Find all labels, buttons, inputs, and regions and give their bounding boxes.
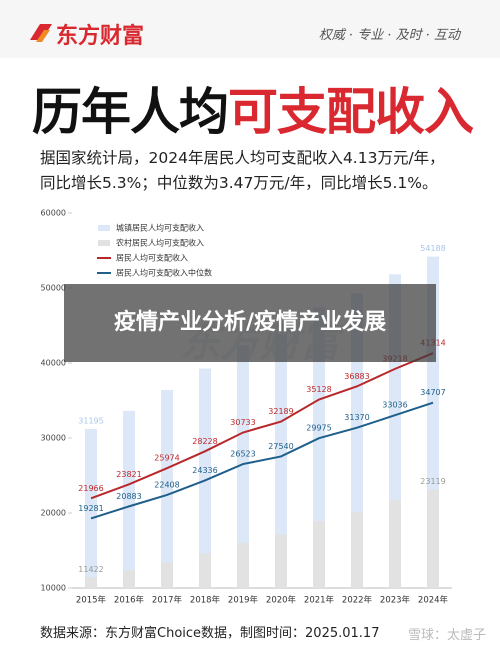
x-tick-label: 2022年 bbox=[342, 595, 373, 606]
bar bbox=[427, 489, 439, 588]
x-tick-label: 2019年 bbox=[228, 595, 259, 606]
source: 数据来源：东方财富Choice数据，制图时间：2025.01.17 bbox=[40, 626, 380, 641]
title-part: 可支配收入 bbox=[228, 83, 474, 141]
description: 据国家统计局，2024年居民人均可支配收入4.13万元/年， 同比增长5.3%；中… bbox=[40, 146, 445, 196]
data-label: 28228 bbox=[192, 437, 217, 446]
legend-label: 农村居民人均可支配收入 bbox=[116, 238, 204, 248]
bar bbox=[351, 512, 363, 588]
bar bbox=[199, 368, 211, 588]
legend-swatch bbox=[98, 240, 110, 246]
bar bbox=[313, 307, 325, 588]
bar bbox=[85, 429, 97, 588]
line bbox=[90, 352, 434, 500]
data-label: 19281 bbox=[78, 504, 103, 513]
y-tick-label: 30000 bbox=[41, 434, 66, 443]
credit: 雪球：太虚子 bbox=[407, 628, 486, 643]
legend-label: 居民人均可支配收入 bbox=[116, 253, 188, 263]
title-part: 历年人均 bbox=[32, 83, 229, 141]
bar bbox=[85, 577, 97, 588]
x-tick-label: 2015年 bbox=[76, 595, 107, 606]
data-label: 11422 bbox=[78, 565, 103, 574]
overlay: 疫情产业分析/疫情产业发展 bbox=[64, 284, 436, 362]
bar bbox=[275, 534, 287, 588]
description-line: 同比增长5.3%；中位数为3.47万元/年，同比增长5.1%。 bbox=[40, 174, 438, 192]
data-label: 21966 bbox=[78, 484, 103, 493]
y-tick-label: 60000 bbox=[41, 209, 66, 218]
bar bbox=[237, 345, 249, 588]
data-label: 23821 bbox=[116, 470, 141, 479]
x-tick-label: 2021年 bbox=[304, 595, 335, 606]
x-tick-label: 2018年 bbox=[190, 595, 221, 606]
legend-swatch bbox=[98, 225, 110, 231]
x-tick-label: 2016年 bbox=[114, 595, 145, 606]
data-label: 20883 bbox=[116, 492, 141, 501]
title: 历年人均可支配收入 bbox=[32, 72, 474, 144]
legend-label: 居民人均可支配收入中位数 bbox=[116, 268, 212, 278]
data-label: 26523 bbox=[230, 450, 255, 459]
data-label: 29975 bbox=[306, 424, 331, 433]
data-label: 32189 bbox=[268, 407, 293, 416]
y-tick-label: 20000 bbox=[41, 509, 66, 518]
logo-text: 东方财富 bbox=[56, 24, 145, 49]
overlay-text: 疫情产业分析/疫情产业发展 bbox=[113, 310, 387, 335]
bar bbox=[161, 390, 173, 588]
data-label: 31370 bbox=[344, 413, 369, 422]
legend-label: 城镇居民人均可支配收入 bbox=[116, 223, 204, 233]
bar bbox=[199, 553, 211, 588]
description-line: 据国家统计局，2024年居民人均可支配收入4.13万元/年， bbox=[40, 149, 445, 167]
bar bbox=[123, 570, 135, 588]
x-tick-label: 2024年 bbox=[418, 595, 449, 606]
data-label: 30733 bbox=[230, 418, 255, 427]
data-label: 23119 bbox=[420, 477, 445, 486]
tagline: 权威 · 专业 · 及时 · 互动 bbox=[318, 28, 460, 43]
y-tick-label: 10000 bbox=[41, 584, 66, 593]
data-label: 22408 bbox=[154, 480, 179, 489]
data-label: 33036 bbox=[382, 401, 407, 410]
bar bbox=[123, 410, 135, 588]
data-label: 35128 bbox=[306, 385, 331, 394]
data-label: 54188 bbox=[420, 244, 445, 253]
bar bbox=[275, 334, 287, 588]
data-label: 34707 bbox=[420, 388, 445, 397]
line bbox=[90, 401, 434, 520]
header-bar bbox=[0, 0, 500, 58]
data-label: 24336 bbox=[192, 466, 217, 475]
bar bbox=[389, 500, 401, 588]
y-tick-label: 40000 bbox=[41, 359, 66, 368]
data-label: 27540 bbox=[268, 442, 293, 451]
data-label: 36883 bbox=[344, 372, 369, 381]
x-tick-label: 2023年 bbox=[380, 595, 411, 606]
x-tick-label: 2017年 bbox=[152, 595, 183, 606]
bar bbox=[161, 562, 173, 588]
y-tick-label: 50000 bbox=[41, 284, 66, 293]
data-label: 25974 bbox=[154, 454, 179, 463]
logo-icon bbox=[30, 24, 52, 42]
data-label: 31195 bbox=[78, 417, 103, 426]
bar bbox=[237, 542, 249, 588]
x-tick-label: 2020年 bbox=[266, 595, 297, 606]
bar bbox=[313, 521, 325, 588]
